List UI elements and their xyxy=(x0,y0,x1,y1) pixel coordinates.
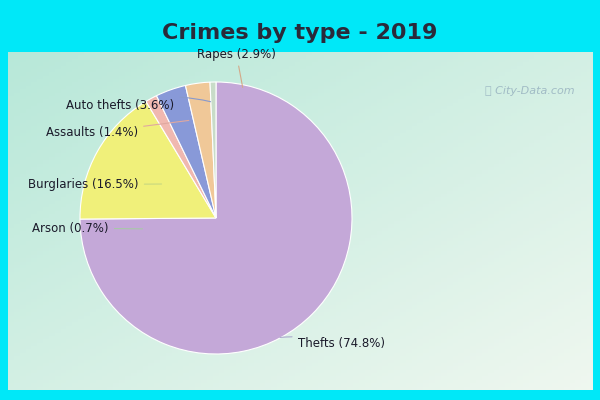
Text: Crimes by type - 2019: Crimes by type - 2019 xyxy=(163,23,437,43)
Wedge shape xyxy=(210,82,216,218)
Text: Auto thefts (3.6%): Auto thefts (3.6%) xyxy=(67,97,211,112)
Wedge shape xyxy=(80,102,216,219)
Text: Thefts (74.8%): Thefts (74.8%) xyxy=(280,337,385,350)
Wedge shape xyxy=(80,82,352,354)
Text: Assaults (1.4%): Assaults (1.4%) xyxy=(46,120,189,139)
Wedge shape xyxy=(146,96,216,218)
Text: Burglaries (16.5%): Burglaries (16.5%) xyxy=(28,178,161,191)
Wedge shape xyxy=(185,82,216,218)
Text: ⓘ City-Data.com: ⓘ City-Data.com xyxy=(485,86,575,96)
Text: Rapes (2.9%): Rapes (2.9%) xyxy=(197,48,276,88)
Text: Arson (0.7%): Arson (0.7%) xyxy=(32,222,142,234)
Wedge shape xyxy=(157,86,216,218)
